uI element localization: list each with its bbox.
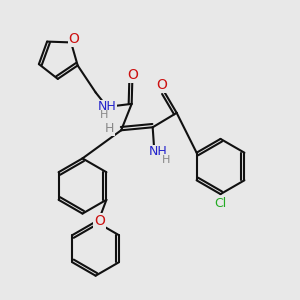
Text: NH: NH — [98, 100, 116, 113]
Text: O: O — [156, 78, 167, 92]
Text: Cl: Cl — [214, 196, 226, 210]
Text: O: O — [94, 214, 105, 228]
Text: H: H — [105, 122, 115, 135]
Text: NH: NH — [148, 146, 167, 158]
Text: H: H — [100, 110, 108, 120]
Text: O: O — [127, 68, 138, 82]
Text: O: O — [69, 32, 80, 46]
Text: H: H — [161, 155, 170, 165]
